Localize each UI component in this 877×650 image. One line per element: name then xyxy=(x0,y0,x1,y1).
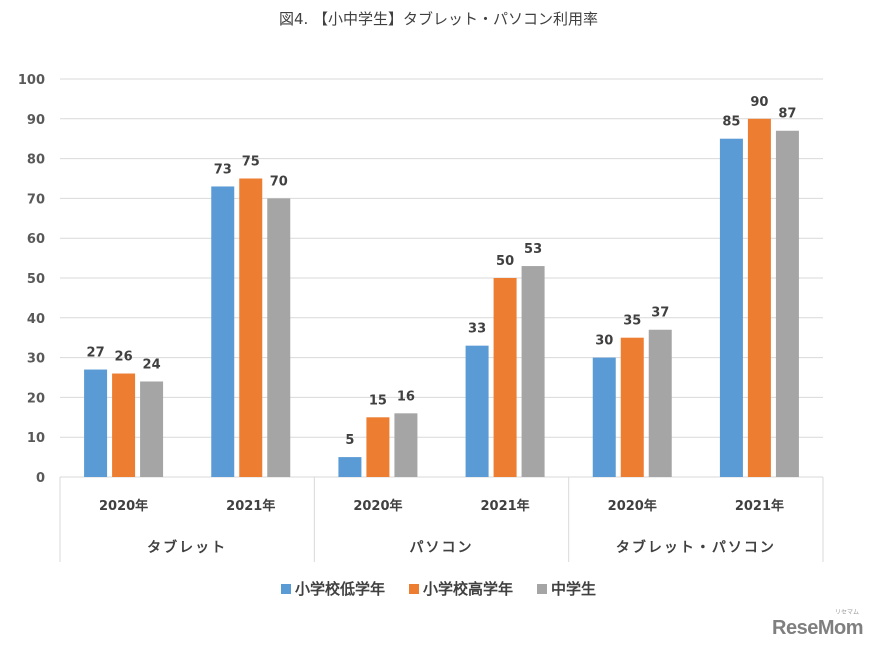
bar xyxy=(493,278,517,477)
legend-swatch xyxy=(280,583,291,594)
bar xyxy=(719,138,743,477)
x-group-label: パソコン xyxy=(410,540,474,556)
data-label: 87 xyxy=(778,107,796,122)
watermark-subtext: リセマム xyxy=(834,609,859,616)
y-tick-label: 60 xyxy=(27,232,45,247)
x-category-label: 2021年 xyxy=(226,498,275,514)
legend-label: 中学生 xyxy=(551,580,597,598)
bar xyxy=(239,178,263,477)
bar xyxy=(592,357,616,477)
bar xyxy=(465,345,489,477)
y-tick-label: 40 xyxy=(27,312,45,327)
x-category-label: 2020年 xyxy=(99,498,148,514)
bar xyxy=(620,337,644,477)
bar xyxy=(84,369,108,477)
y-tick-label: 90 xyxy=(27,113,45,128)
bar xyxy=(112,373,136,477)
data-label: 70 xyxy=(270,174,288,189)
data-label: 90 xyxy=(750,95,768,110)
bar xyxy=(267,198,291,477)
bars xyxy=(84,118,799,478)
data-label: 73 xyxy=(214,162,232,177)
data-label: 30 xyxy=(595,334,613,349)
legend-label: 小学校高学年 xyxy=(422,580,513,598)
x-group-label: タブレット・パソコン xyxy=(616,539,776,556)
data-label: 33 xyxy=(468,322,486,337)
x-category-label: 2020年 xyxy=(608,498,657,514)
legend-swatch xyxy=(537,583,547,594)
bar xyxy=(394,413,418,477)
y-tick-label: 10 xyxy=(27,431,45,446)
data-label: 5 xyxy=(345,433,354,448)
bar xyxy=(140,381,164,477)
legend: 小学校低学年 小学校高学年 中学生 xyxy=(0,578,877,599)
legend-item: 小学校高学年 xyxy=(408,578,513,599)
y-tick-label: 50 xyxy=(27,272,45,287)
y-axis-ticks: 0 10 20 30 40 50 60 70 80 90 100 xyxy=(18,73,45,486)
y-tick-label: 0 xyxy=(36,471,45,486)
watermark-logo: ReseMom xyxy=(772,617,863,639)
legend-item: 中学生 xyxy=(537,578,596,599)
bar xyxy=(775,130,799,478)
data-label: 27 xyxy=(87,346,105,361)
bar xyxy=(648,329,672,477)
data-label: 35 xyxy=(623,314,641,329)
chart-title: 図4. 【小中学生】タブレット・パソコン利用率 xyxy=(278,10,599,28)
y-tick-label: 30 xyxy=(27,352,45,367)
data-label: 15 xyxy=(369,393,387,408)
legend-swatch xyxy=(408,583,419,594)
x-category-label: 2021年 xyxy=(735,498,784,514)
data-label: 16 xyxy=(397,389,415,404)
data-label: 26 xyxy=(115,350,133,365)
data-label: 53 xyxy=(524,242,542,257)
x-category-label: 2020年 xyxy=(353,498,402,514)
bar xyxy=(338,457,362,477)
legend-item: 小学校低学年 xyxy=(280,578,385,599)
y-tick-label: 70 xyxy=(27,192,45,207)
bar xyxy=(747,118,771,478)
data-label: 75 xyxy=(242,155,260,170)
data-labels: 27 73 5 33 30 85 26 75 15 50 35 90 24 70 16 53 37 87 xyxy=(87,95,797,448)
x-group-label: タブレット xyxy=(147,539,227,556)
x-category-label: 2021年 xyxy=(480,498,529,514)
gridlines xyxy=(60,78,823,478)
legend-label: 小学校低学年 xyxy=(294,580,385,598)
data-label: 85 xyxy=(722,115,740,130)
y-tick-label: 80 xyxy=(27,153,45,168)
bar xyxy=(521,266,545,477)
data-label: 37 xyxy=(651,306,669,321)
data-label: 24 xyxy=(143,357,161,372)
bar xyxy=(366,417,390,477)
y-tick-label: 100 xyxy=(18,73,45,88)
data-label: 50 xyxy=(496,254,514,269)
bar xyxy=(211,186,235,477)
y-tick-label: 20 xyxy=(27,391,45,406)
